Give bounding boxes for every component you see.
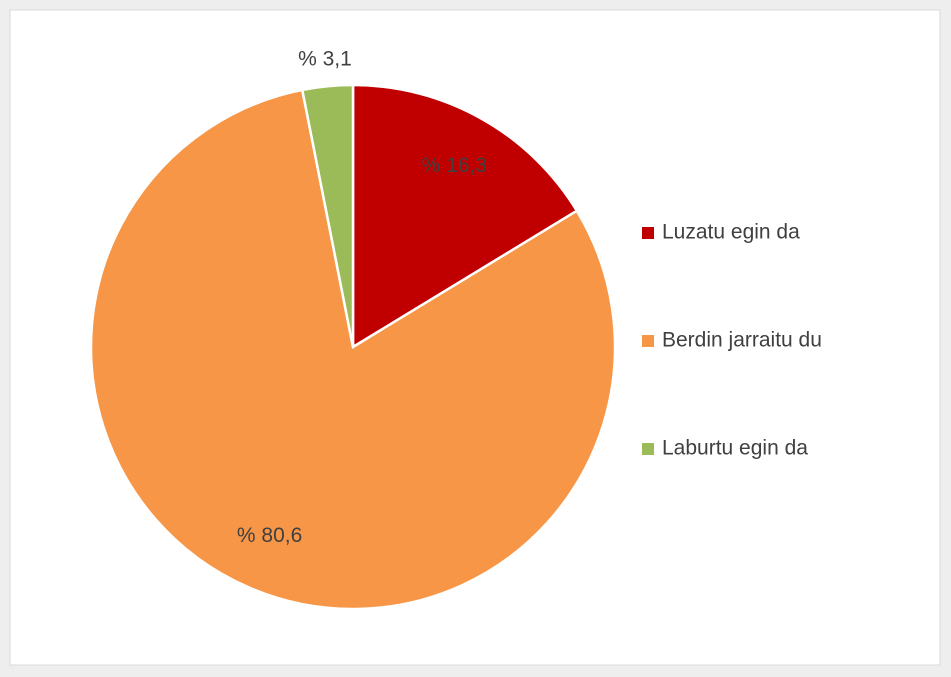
data-label: % 3,1: [298, 48, 352, 71]
pie-slice: [89, 88, 617, 611]
legend-swatch: [642, 335, 654, 347]
legend-label: Luzatu egin da: [662, 221, 800, 244]
pie-slice: [300, 83, 355, 348]
legend-swatch: [642, 443, 654, 455]
pie-slice: [351, 83, 579, 350]
data-label: % 80,6: [237, 524, 302, 547]
legend-swatch: [642, 227, 654, 239]
legend-label: Laburtu egin da: [662, 437, 808, 460]
legend-label: Berdin jarraitu du: [662, 329, 822, 352]
data-label: % 16,3: [422, 154, 487, 177]
